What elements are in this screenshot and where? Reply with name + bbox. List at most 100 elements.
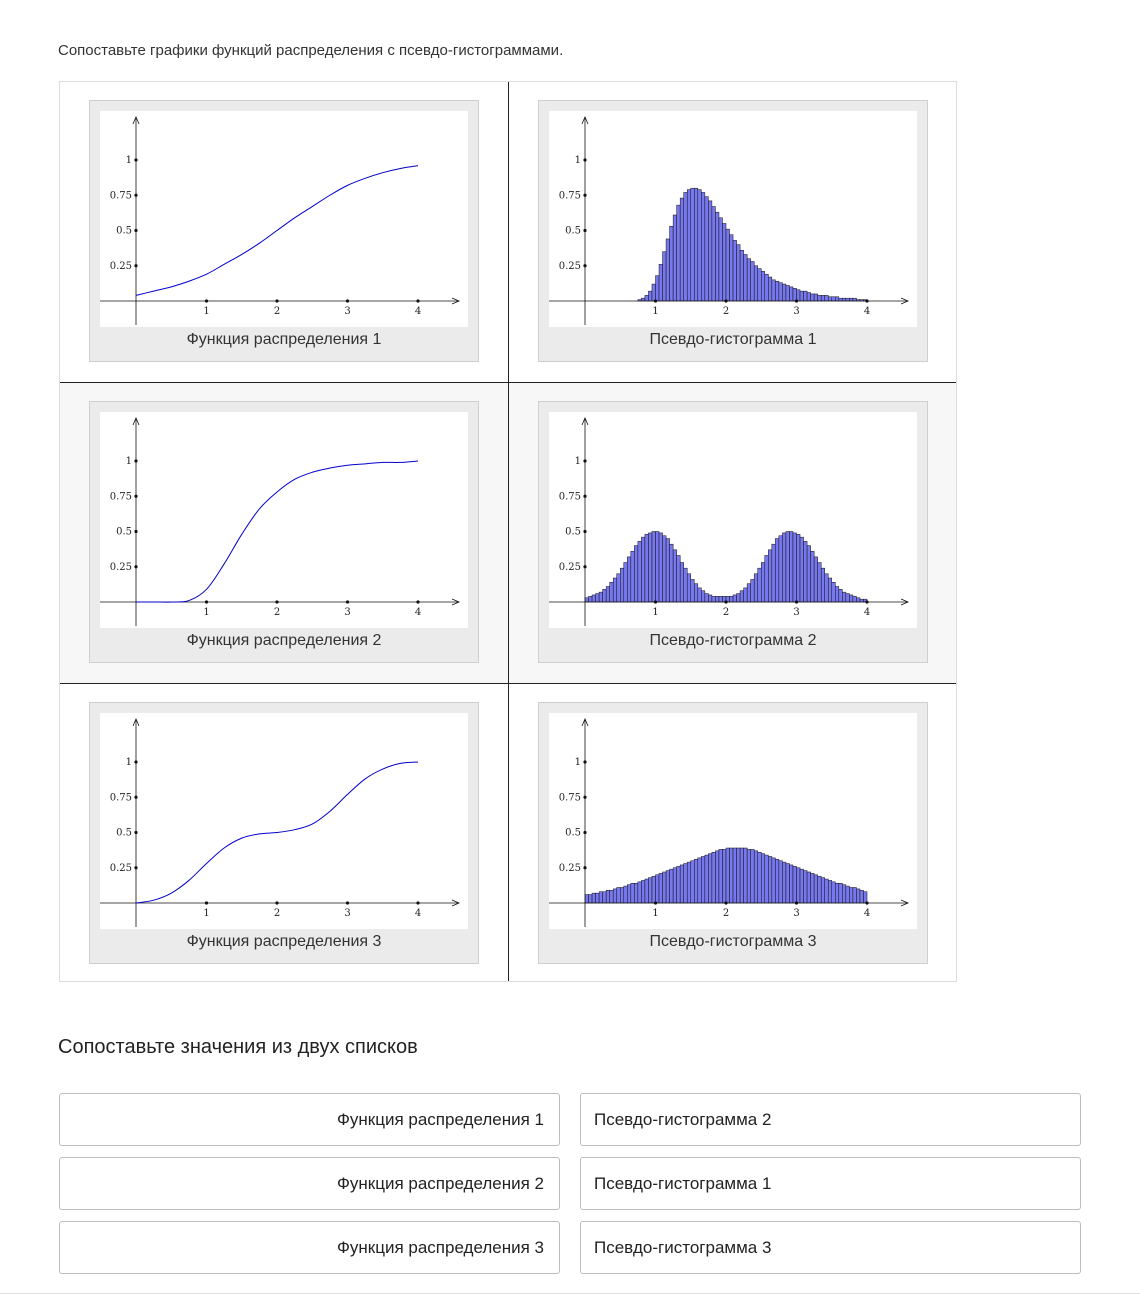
histogram-bar: [729, 847, 734, 904]
histogram-bar: [669, 868, 674, 904]
histogram-bar: [820, 567, 825, 603]
histogram-bar: [704, 196, 709, 302]
histogram-bar: [690, 579, 695, 603]
histogram-bar: [771, 857, 776, 904]
x-tick-mark: [345, 600, 350, 604]
x-tick-mark: [416, 600, 420, 604]
x-tick-label: 3: [344, 908, 350, 919]
histogram-bar: [835, 586, 840, 603]
histogram-bar: [722, 223, 727, 302]
histogram-bar: [644, 295, 649, 302]
x-tick-label: 4: [415, 306, 421, 317]
histogram-bar: [648, 877, 653, 904]
histogram-bar: [803, 290, 808, 302]
histogram-bar: [813, 874, 818, 904]
x-tick-mark: [794, 901, 799, 905]
x-axis-arrow: [451, 297, 461, 305]
chart-plot: 1 2 3 4 0.25 0.5 0.75 1: [549, 713, 917, 929]
histogram-bar: [831, 881, 836, 904]
histogram-bar: [701, 192, 706, 302]
histogram-bar: [595, 892, 600, 904]
x-tick-mark: [653, 600, 658, 604]
match-section-title: Сопоставьте значения из двух списков: [58, 1036, 418, 1058]
histogram-bar: [651, 875, 656, 904]
match-right-item-2[interactable]: Псевдо-гистограмма 1: [580, 1157, 1081, 1210]
histogram-bar: [690, 187, 695, 302]
histogram-bar: [605, 586, 610, 603]
x-tick-mark: [653, 299, 658, 303]
histogram-bar: [775, 281, 780, 302]
histogram-chart-2: 1 2 3 4 0.25 0.5 0.75 1: [549, 416, 910, 626]
histogram-bar: [782, 861, 787, 904]
histogram-bar: [623, 562, 628, 603]
histogram-bar: [824, 878, 829, 904]
histogram-bar: [634, 545, 639, 603]
x-tick-mark: [204, 600, 209, 604]
histogram-bar: [609, 582, 614, 603]
histogram-bar: [697, 189, 702, 302]
histogram-bar: [768, 276, 773, 302]
y-tick-label: 0.75: [110, 792, 132, 803]
histogram-bar: [679, 562, 684, 603]
histogram-bar: [746, 849, 751, 904]
x-tick-mark: [204, 901, 209, 905]
histogram-bar: [725, 847, 730, 904]
histogram-bar: [838, 297, 843, 302]
histogram-bar: [605, 890, 610, 904]
x-tick-label: 4: [864, 908, 870, 919]
grid-divider: [60, 683, 956, 684]
cdf-chart-1: 1 2 3 4 0.25 0.5 0.75 1: [100, 115, 461, 325]
histogram-bar: [616, 887, 621, 904]
match-left-item-1[interactable]: Функция распределения 1: [59, 1093, 560, 1146]
match-left-item-2[interactable]: Функция распределения 2: [59, 1157, 560, 1210]
histogram-bar: [669, 543, 674, 603]
y-tick-mark: [134, 760, 138, 764]
x-tick-mark: [794, 600, 799, 604]
histogram-bar: [644, 534, 649, 603]
histogram-bar: [662, 251, 667, 302]
chart-plot: 1 2 3 4 0.25 0.5 0.75 1: [100, 111, 468, 327]
y-tick-mark: [134, 529, 138, 534]
histogram-bar: [732, 847, 737, 904]
histogram-bar: [648, 532, 653, 603]
match-right-item-3[interactable]: Псевдо-гистограмма 3: [580, 1221, 1081, 1274]
chart-card-cdf-2: 1 2 3 4 0.25 0.5 0.75 1 Функция распределения 2: [89, 401, 479, 663]
histogram-bar: [746, 583, 751, 603]
y-tick-mark: [134, 228, 138, 233]
histogram-bar: [644, 878, 649, 904]
histogram-bar: [806, 871, 811, 904]
histogram-bar: [732, 240, 737, 302]
y-tick-label: 0.75: [110, 491, 132, 502]
x-tick-label: 1: [203, 908, 209, 919]
histogram-bar: [718, 217, 723, 302]
histogram-bar: [711, 851, 716, 904]
histogram-bar: [655, 874, 660, 904]
histogram-bar: [792, 288, 797, 302]
chart-card-hist-3: 1 2 3 4 0.25 0.5 0.75 1 Псевдо-гистограмма 3: [538, 702, 928, 964]
histogram-bar: [799, 868, 804, 904]
histogram-bar: [697, 587, 702, 603]
histogram-bar: [588, 894, 593, 904]
histogram-bar: [686, 573, 692, 603]
x-tick-label: 1: [652, 607, 658, 618]
cdf-curve: [135, 460, 419, 603]
histogram-bar: [753, 850, 758, 904]
match-right-item-1[interactable]: Псевдо-гистограмма 2: [580, 1093, 1081, 1146]
histogram-bar: [718, 596, 723, 603]
y-axis-arrow: [581, 416, 589, 426]
y-tick-label: 0.5: [116, 226, 132, 237]
histogram-bar: [694, 859, 699, 904]
histogram-bar: [743, 847, 748, 904]
charts-grid: 1 2 3 4 0.25 0.5 0.75 1 Функция распределения 1…: [59, 81, 957, 982]
y-tick-label: 0.25: [559, 562, 581, 573]
y-tick-mark: [583, 830, 587, 835]
x-tick-mark: [724, 901, 728, 905]
histogram-bar: [757, 567, 762, 603]
y-tick-mark: [134, 830, 138, 835]
histogram-bar: [739, 249, 744, 302]
histogram-bar: [683, 863, 688, 904]
histogram-bar: [789, 531, 794, 603]
histogram-bar: [651, 531, 656, 603]
y-tick-mark: [583, 565, 587, 569]
match-left-item-3[interactable]: Функция распределения 3: [59, 1221, 560, 1274]
